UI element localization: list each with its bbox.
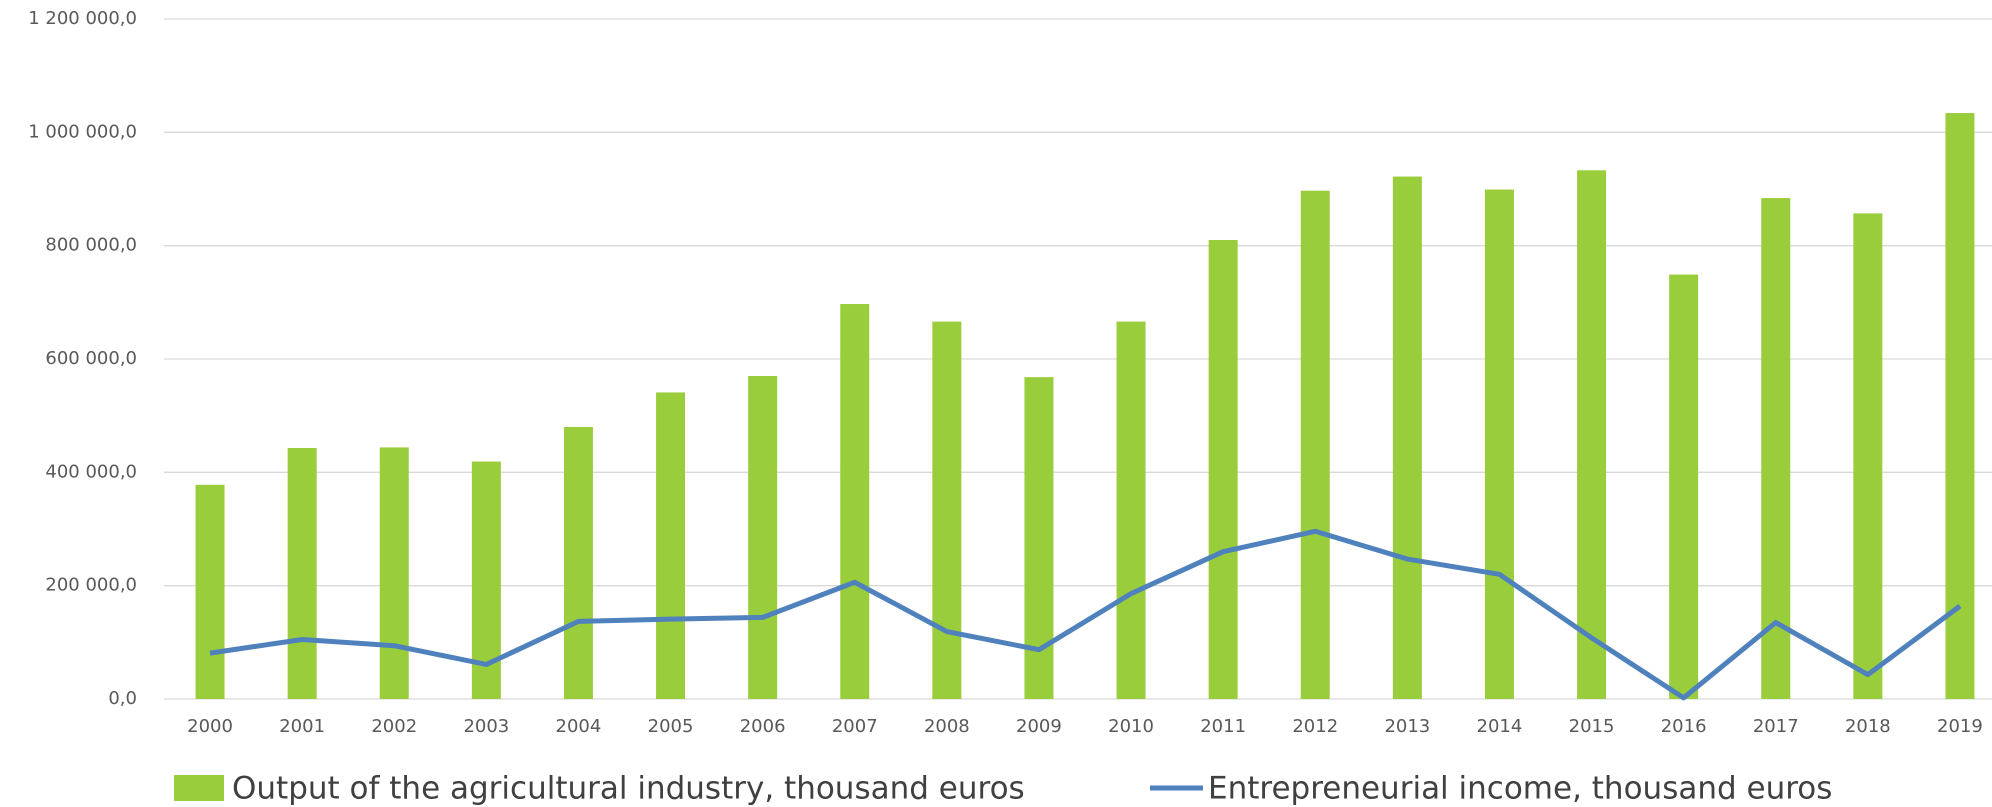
bar — [1116, 321, 1146, 699]
bar — [195, 484, 225, 699]
x-tick-label: 2008 — [924, 716, 970, 737]
bar — [1577, 170, 1607, 700]
x-tick-label: 2000 — [187, 716, 233, 737]
x-tick-label: 2009 — [1016, 716, 1062, 737]
y-tick-label: 200 000,0 — [45, 575, 137, 596]
x-tick-label: 2017 — [1753, 716, 1799, 737]
x-tick-label: 2014 — [1477, 716, 1523, 737]
x-tick-label: 2012 — [1292, 716, 1338, 737]
bar — [1761, 198, 1791, 700]
bar — [1484, 189, 1514, 700]
bar — [748, 376, 778, 699]
x-tick-label: 2013 — [1384, 716, 1430, 737]
bar — [656, 392, 686, 699]
x-tick-label: 2010 — [1108, 716, 1154, 737]
x-tick-label: 2016 — [1661, 716, 1707, 737]
x-tick-label: 2005 — [648, 716, 694, 737]
bar — [287, 447, 317, 699]
bar — [1392, 176, 1422, 700]
x-tick-label: 2015 — [1569, 716, 1615, 737]
bar — [1669, 274, 1699, 699]
y-tick-label: 400 000,0 — [45, 461, 137, 482]
y-tick-label: 800 000,0 — [45, 235, 137, 256]
bar — [379, 447, 409, 699]
x-tick-label: 2002 — [371, 716, 417, 737]
bar — [1945, 113, 1975, 700]
y-tick-label: 1 200 000,0 — [28, 8, 137, 29]
y-tick-label: 600 000,0 — [45, 348, 137, 369]
x-tick-label: 2004 — [556, 716, 602, 737]
legend-label: Output of the agricultural industry, tho… — [232, 771, 1025, 807]
bar — [840, 304, 870, 699]
bar — [932, 321, 962, 699]
x-tick-label: 2011 — [1200, 716, 1246, 737]
x-tick-label: 2019 — [1937, 716, 1983, 737]
line — [209, 528, 1962, 701]
x-tick-label: 2007 — [832, 716, 878, 737]
x-tick-label: 2018 — [1845, 716, 1891, 737]
legend-swatch — [174, 775, 224, 801]
bar — [1208, 240, 1238, 699]
x-tick-label: 2001 — [279, 716, 325, 737]
bar — [563, 427, 593, 699]
legend-label: Entrepreneurial income, thousand euros — [1208, 771, 1832, 807]
x-tick-label: 2006 — [740, 716, 786, 737]
x-tick-label: 2003 — [463, 716, 509, 737]
bar — [1300, 190, 1330, 699]
y-tick-label: 1 000 000,0 — [28, 121, 137, 142]
bar — [1853, 213, 1883, 699]
y-tick-label: 0,0 — [108, 688, 137, 709]
